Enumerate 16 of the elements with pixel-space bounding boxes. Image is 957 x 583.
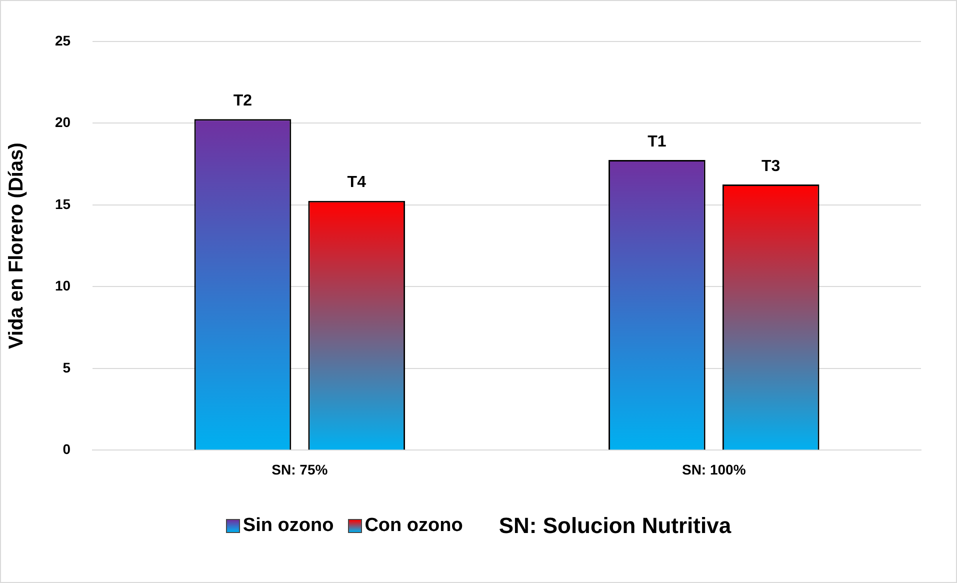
y-tick-label: 0 bbox=[62, 441, 71, 458]
data-label: T2 bbox=[233, 92, 252, 110]
y-tick-label: 10 bbox=[54, 278, 71, 294]
data-label: T1 bbox=[648, 133, 666, 150]
y-tick-label: 20 bbox=[54, 114, 71, 130]
y-tick-label: 15 bbox=[54, 196, 71, 212]
legend-label: Con ozono bbox=[364, 515, 463, 537]
x-tick-label: SN: 100% bbox=[682, 461, 746, 478]
y-tick-label: 5 bbox=[62, 359, 71, 376]
data-label: T3 bbox=[762, 158, 780, 175]
y-tick-label: 25 bbox=[54, 32, 71, 48]
text: SN: Solucion Nutritiva bbox=[498, 513, 732, 539]
x-tick-label: SN: 75% bbox=[272, 461, 328, 478]
y-axis-title: Vida en Florero (Días) bbox=[6, 142, 28, 349]
legend-label: Sin ozono bbox=[242, 515, 334, 537]
data-label: T4 bbox=[347, 174, 366, 192]
